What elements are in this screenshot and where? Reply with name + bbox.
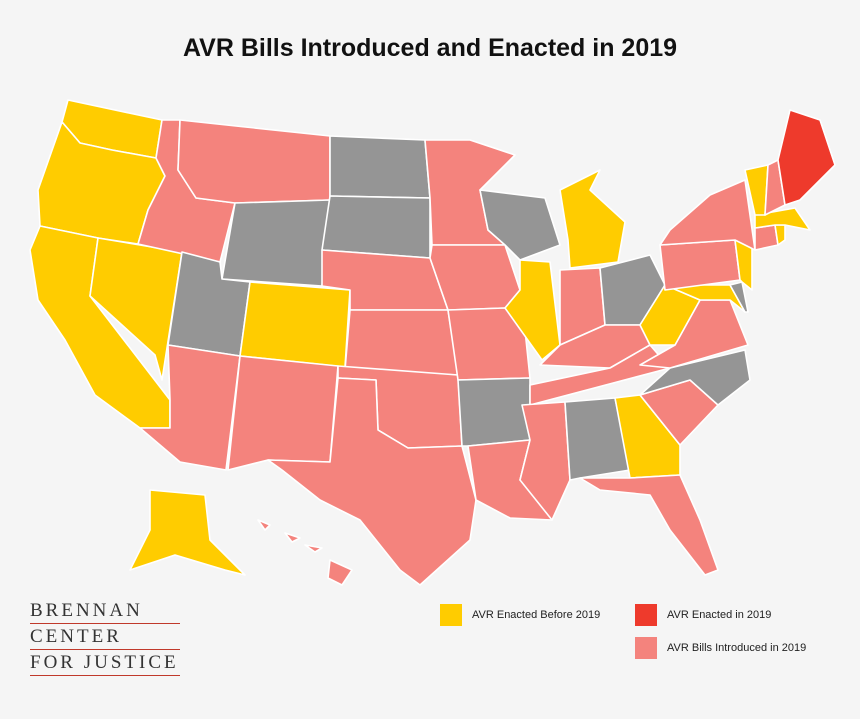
state-ga: [614, 394, 681, 479]
logo-line-1: BRENNAN: [30, 600, 143, 621]
logo-rule-2: [30, 649, 180, 650]
map-title: AVR Bills Introduced and Enacted in 2019: [182, 34, 678, 62]
brennan-center-logo: BRENNAN CENTER FOR JUSTICE: [30, 600, 180, 678]
state-mt: [177, 119, 331, 204]
state-pa: [659, 239, 741, 291]
legend-item-introduced-2019: AVR Bills Introduced in 2019: [635, 637, 806, 659]
state-al: [564, 397, 631, 481]
legend-swatch-enacted-before: [440, 604, 462, 626]
state-ny: [659, 179, 756, 251]
state-nm: [227, 355, 339, 471]
state-de: [729, 281, 749, 313]
legend-swatch-enacted-2019: [635, 604, 657, 626]
map-legend: AVR Enacted Before 2019 AVR Enacted in 2…: [440, 600, 840, 670]
state-mi: [559, 169, 626, 269]
legend-label-enacted-before: AVR Enacted Before 2019: [472, 609, 601, 621]
logo-rule-3: [30, 675, 180, 676]
legend-swatch-introduced-2019: [635, 637, 657, 659]
state-hi: [257, 519, 353, 586]
state-nd: [329, 135, 431, 199]
legend-label-enacted-2019: AVR Enacted in 2019: [667, 609, 772, 621]
state-me: [777, 109, 836, 206]
legend-item-enacted-before: AVR Enacted Before 2019: [440, 604, 600, 626]
state-ct: [754, 224, 779, 251]
state-il: [504, 259, 561, 361]
state-wv: [639, 284, 701, 346]
logo-rule-1: [30, 623, 180, 624]
state-mo: [447, 307, 531, 381]
state-fl: [579, 474, 719, 576]
state-md: [664, 284, 746, 313]
logo-line-3: FOR JUSTICE: [30, 652, 179, 673]
state-ak: [129, 489, 246, 576]
logo-line-2: CENTER: [30, 626, 122, 647]
state-tx: [267, 377, 477, 586]
state-ar: [457, 377, 531, 447]
state-ks: [344, 309, 459, 376]
legend-item-enacted-2019: AVR Enacted in 2019: [635, 604, 771, 626]
state-wy: [221, 199, 331, 287]
legend-label-introduced-2019: AVR Bills Introduced in 2019: [667, 642, 807, 654]
state-co: [239, 281, 351, 368]
state-sd: [321, 195, 431, 259]
